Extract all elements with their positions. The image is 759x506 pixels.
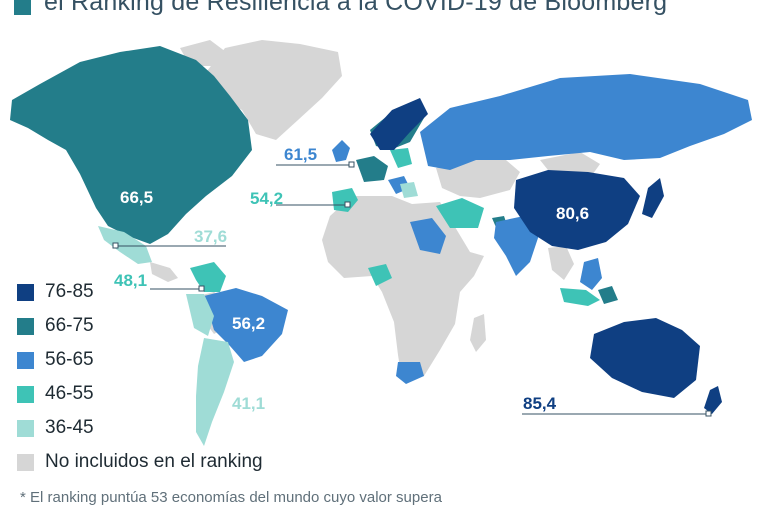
australia [590, 318, 700, 398]
range-76-85-regions [370, 98, 722, 414]
header: el Ranking de Resiliencia a la COVID-19 … [0, 0, 759, 18]
legend-swatch [17, 352, 34, 369]
label-mexico: 37,6 [194, 227, 228, 246]
russia [420, 74, 752, 170]
central-america-grey [150, 262, 178, 282]
philippines-indonesia [580, 258, 602, 290]
canada-usa [10, 46, 252, 244]
legend-label: 76-85 [45, 281, 94, 302]
range-56-65-regions [204, 74, 752, 384]
legend-label: 66-75 [45, 315, 94, 336]
range-36-45-regions [98, 182, 418, 446]
japan [642, 178, 664, 218]
leader-markers [112, 161, 712, 417]
se-asia-46 [560, 288, 600, 306]
label-usa: 66,5 [120, 188, 154, 207]
legend-swatch [17, 284, 34, 301]
label-china: 80,6 [556, 204, 590, 223]
legend-swatch [17, 386, 34, 403]
saudi-arabia [410, 218, 446, 254]
europe-36 [400, 182, 418, 198]
label-colombia: 48,1 [114, 271, 148, 290]
range-46-55-regions [190, 148, 600, 306]
southeast-asia-grey [548, 246, 574, 280]
legend-swatch [17, 420, 34, 437]
mexico [98, 226, 152, 264]
leader-lines [116, 164, 708, 415]
argentina-chile [196, 338, 234, 446]
new-zealand [704, 386, 722, 414]
south-africa [396, 362, 424, 384]
norway-finland [370, 98, 428, 150]
colombia-peru-chile [190, 262, 226, 292]
iran-turkey [436, 198, 484, 228]
label-spain: 54,2 [250, 189, 284, 208]
legend-swatch [17, 318, 34, 335]
label-uk: 61,5 [284, 145, 318, 164]
spain-portugal [332, 188, 358, 212]
peru-bolivia [186, 294, 214, 336]
central-europe [356, 156, 388, 182]
legend-label: 46-55 [45, 383, 94, 404]
legend-swatch [17, 454, 34, 471]
label-argentina: 41,1 [232, 394, 266, 413]
uk [332, 140, 350, 162]
legend-label: No incluidos en el ranking [45, 451, 263, 472]
label-new-zealand: 85,4 [523, 394, 557, 413]
nigeria [368, 264, 392, 286]
legend-label: 56-65 [45, 349, 94, 370]
chart-title: el Ranking de Resiliencia a la COVID-19 … [44, 0, 668, 16]
madagascar [470, 314, 486, 352]
india [494, 216, 540, 276]
europe-46 [390, 148, 412, 168]
brazil [204, 288, 288, 362]
label-brazil: 56,2 [232, 314, 266, 333]
greenland [200, 40, 342, 140]
footnote: * El ranking puntúa 53 economías del mun… [20, 489, 442, 506]
title-swatch [14, 0, 31, 15]
middle-east-central-asia [436, 158, 520, 198]
china [514, 170, 640, 250]
se-asia-66 [598, 286, 618, 304]
legend-label: 36-45 [45, 417, 94, 438]
